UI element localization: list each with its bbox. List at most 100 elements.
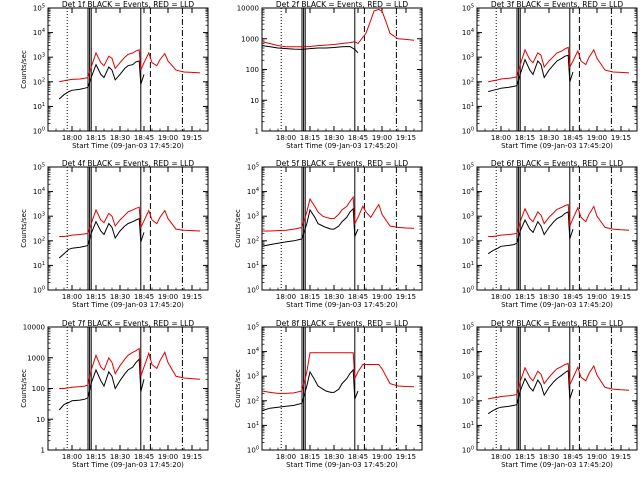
x-tick-label: 19:00 [372,293,392,301]
plot-frame [261,166,423,291]
events-series [261,45,359,54]
y-tick-label: 105 [462,163,474,172]
lld-series [261,8,415,48]
y-tick-label: 100 [33,127,45,136]
events-series [261,207,359,247]
chart-panel-5: Det 5f BLACK = Events, RED = LLD 100 101 10… [234,159,423,309]
x-axis-label: Start Time (09-Jan-03 17:45:20) [72,142,184,150]
x-tick-label: 19:00 [158,293,178,301]
y-tick-label: 104 [462,347,474,356]
x-tick-label: 19:15 [182,134,202,142]
x-tick-label: 18:00 [491,293,511,301]
x-tick-label: 18:00 [276,134,296,142]
y-tick-label: 104 [247,347,259,356]
lld-series [262,195,415,232]
x-tick-label: 18:45 [134,453,154,461]
y-tick-label: 1 [41,447,45,455]
x-tick-label: 18:30 [110,453,130,461]
y-tick-label: 105 [33,163,45,172]
y-tick-label: 100 [246,66,259,74]
x-axis-label: Start Time (09-Jan-03 17:45:20) [286,301,398,309]
y-tick-label: 105 [247,323,259,332]
x-tick-label: 18:15 [86,293,106,301]
x-tick-label: 19:15 [611,453,631,461]
x-tick-label: 18:00 [62,453,82,461]
y-tick-label: 105 [462,4,474,13]
x-tick-label: 19:15 [396,453,416,461]
x-axis-label: Start Time (09-Jan-03 17:45:20) [286,461,398,469]
y-tick-label: 102 [462,77,474,86]
panel-title: Det 9f BLACK = Events, RED = LLD [491,319,624,328]
x-tick-label: 18:45 [134,293,154,301]
y-tick-label: 103 [247,212,259,221]
y-axis-label: Counts/sec [20,209,28,248]
x-tick-label: 18:30 [324,293,344,301]
x-tick-label: 19:00 [372,453,392,461]
panel-title: Det 8f BLACK = Events, RED = LLD [276,319,409,328]
plot-frame [476,166,638,291]
plot-frame [47,326,209,451]
x-tick-label: 19:15 [182,453,202,461]
y-tick-label: 102 [462,236,474,245]
events-series [488,54,574,93]
x-tick-label: 19:15 [611,134,631,142]
panel-title: Det 5f BLACK = Events, RED = LLD [276,159,409,168]
chart-panel-8: Det 8f BLACK = Events, RED = LLD 100 101 10… [234,319,423,469]
x-tick-label: 19:15 [396,293,416,301]
plot-frame [47,7,209,132]
y-tick-label: 101 [247,261,259,270]
x-tick-label: 18:45 [134,134,154,142]
x-tick-label: 18:45 [348,293,368,301]
y-tick-label: 102 [33,77,45,86]
y-tick-label: 101 [33,261,45,270]
y-tick-label: 103 [33,53,45,62]
y-tick-label: 104 [247,187,259,196]
y-tick-label: 100 [33,286,45,295]
y-tick-label: 100 [247,446,259,455]
y-tick-label: 101 [247,421,259,430]
panel-title: Det 4f BLACK = Events, RED = LLD [62,159,195,168]
panel-title: Det 6f BLACK = Events, RED = LLD [491,159,624,168]
chart-panel-7: Det 7f BLACK = Events, RED = LLD 1 10 100 10… [20,319,209,469]
y-tick-label: 101 [462,102,474,111]
lld-series [488,203,630,237]
events-series [261,368,359,412]
x-tick-label: 18:45 [348,134,368,142]
chart-panel-6: Det 6f BLACK = Events, RED = LLD 100 101 10… [462,159,638,309]
plot-frame [476,326,638,451]
plot-frame [261,326,423,451]
x-tick-label: 18:30 [539,134,559,142]
x-axis-label: Start Time (09-Jan-03 17:45:20) [501,461,613,469]
x-tick-label: 18:30 [324,453,344,461]
y-tick-label: 104 [462,187,474,196]
y-tick-label: 102 [33,236,45,245]
events-series [487,369,574,415]
x-tick-label: 19:00 [587,453,607,461]
y-tick-label: 104 [33,28,45,37]
y-tick-label: 105 [247,163,259,172]
panel-title: Det 3f BLACK = Events, RED = LLD [491,0,624,9]
y-tick-label: 104 [33,187,45,196]
y-tick-label: 103 [462,372,474,381]
y-tick-label: 102 [247,236,259,245]
events-series [58,358,145,411]
y-tick-label: 105 [33,4,45,13]
events-series [58,60,145,100]
x-axis-label: Start Time (09-Jan-03 17:45:20) [72,461,184,469]
x-tick-label: 18:30 [110,134,130,142]
x-axis-label: Start Time (09-Jan-03 17:45:20) [501,142,613,150]
y-tick-label: 101 [33,102,45,111]
y-tick-label: 10000 [23,324,45,332]
x-tick-label: 18:30 [324,134,344,142]
x-tick-label: 18:45 [563,134,583,142]
panel-title: Det 7f BLACK = Events, RED = LLD [62,319,195,328]
chart-panel-3: Det 3f BLACK = Events, RED = LLD 100 101 10… [462,0,638,150]
y-tick-label: 1000 [27,354,45,362]
x-tick-label: 18:15 [300,453,320,461]
x-tick-label: 18:15 [86,453,106,461]
lld-series [59,347,201,389]
x-tick-label: 19:15 [396,134,416,142]
plot-frame [476,7,638,132]
chart-panel-1: Det 1f BLACK = Events, RED = LLD 100 101 10… [20,0,209,150]
panel-title: Det 1f BLACK = Events, RED = LLD [62,0,195,9]
